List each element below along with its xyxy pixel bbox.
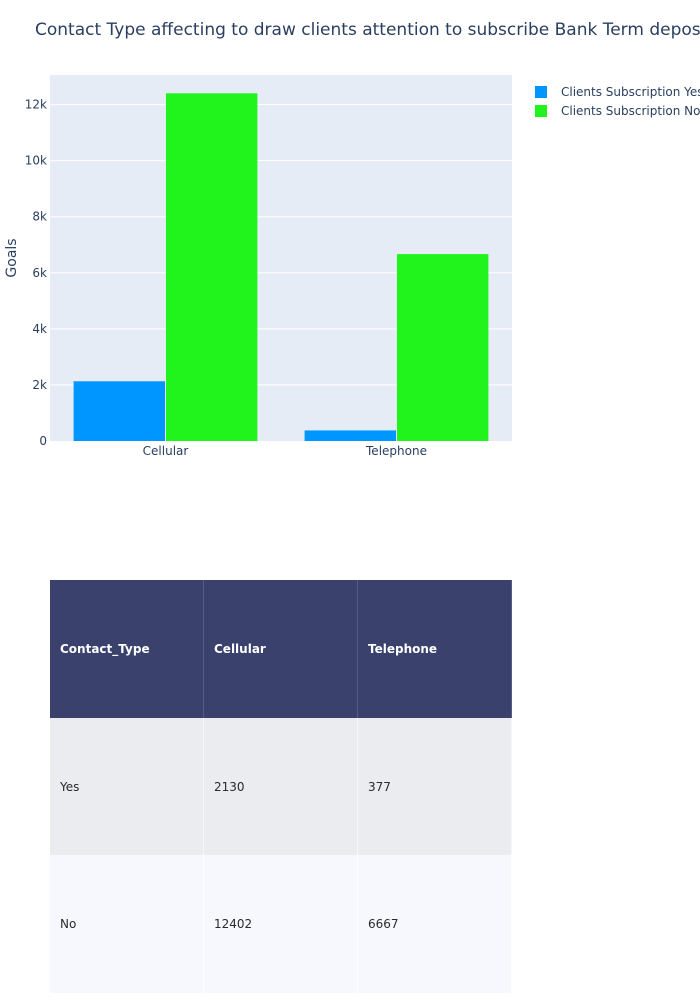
- bar-yes-cellular[interactable]: [73, 381, 165, 441]
- legend-item-yes[interactable]: Clients Subscription Yes: [535, 82, 700, 101]
- table-header-cell: Telephone: [358, 580, 512, 718]
- x-tick-labels: Cellular Telephone: [143, 444, 427, 458]
- table-cell: No: [50, 855, 204, 993]
- legend-item-no[interactable]: Clients Subscription No: [535, 101, 700, 120]
- table-cell: Yes: [50, 718, 204, 855]
- legend-label-no: Clients Subscription No: [561, 103, 700, 118]
- y-tick-label: 2k: [32, 378, 47, 392]
- legend-swatch-no: [535, 104, 547, 117]
- legend[interactable]: Clients Subscription Yes Clients Subscri…: [535, 82, 700, 120]
- x-tick-label: Cellular: [143, 444, 189, 458]
- table-cell: 12402: [204, 855, 358, 993]
- y-tick-label: 12k: [25, 98, 47, 112]
- bars: [73, 93, 489, 441]
- table-header-cell: Cellular: [204, 580, 358, 718]
- bar-no-telephone[interactable]: [397, 254, 489, 441]
- table-header-row: Contact_Type Cellular Telephone: [50, 580, 512, 718]
- bar-chart: 0 2k 4k 6k 8k 10k 12k Cellular Telephone Goals: [4, 75, 512, 458]
- table-row: No 12402 6667: [50, 855, 512, 993]
- y-tick-label: 4k: [32, 322, 47, 336]
- table-cell: 6667: [358, 855, 512, 993]
- legend-label-yes: Clients Subscription Yes: [561, 84, 700, 99]
- y-axis-title: Goals: [4, 238, 20, 277]
- table-cell: 377: [358, 718, 512, 855]
- y-tick-label: 10k: [25, 154, 47, 168]
- table-header-cell: Contact_Type: [50, 580, 204, 718]
- bar-no-cellular[interactable]: [166, 93, 258, 441]
- y-tick-labels: 0 2k 4k 6k 8k 10k 12k: [25, 98, 47, 448]
- y-tick-label: 8k: [32, 210, 47, 224]
- y-tick-label: 0: [39, 434, 47, 448]
- legend-swatch-yes: [535, 85, 547, 98]
- table-cell: 2130: [204, 718, 358, 855]
- bar-yes-telephone[interactable]: [304, 430, 396, 441]
- y-tick-label: 6k: [32, 266, 47, 280]
- chart-title: Contact Type affecting to draw clients a…: [35, 20, 700, 40]
- data-table: Contact_Type Cellular Telephone Yes 2130…: [50, 580, 512, 993]
- x-tick-label: Telephone: [365, 444, 427, 458]
- table-row: Yes 2130 377: [50, 718, 512, 855]
